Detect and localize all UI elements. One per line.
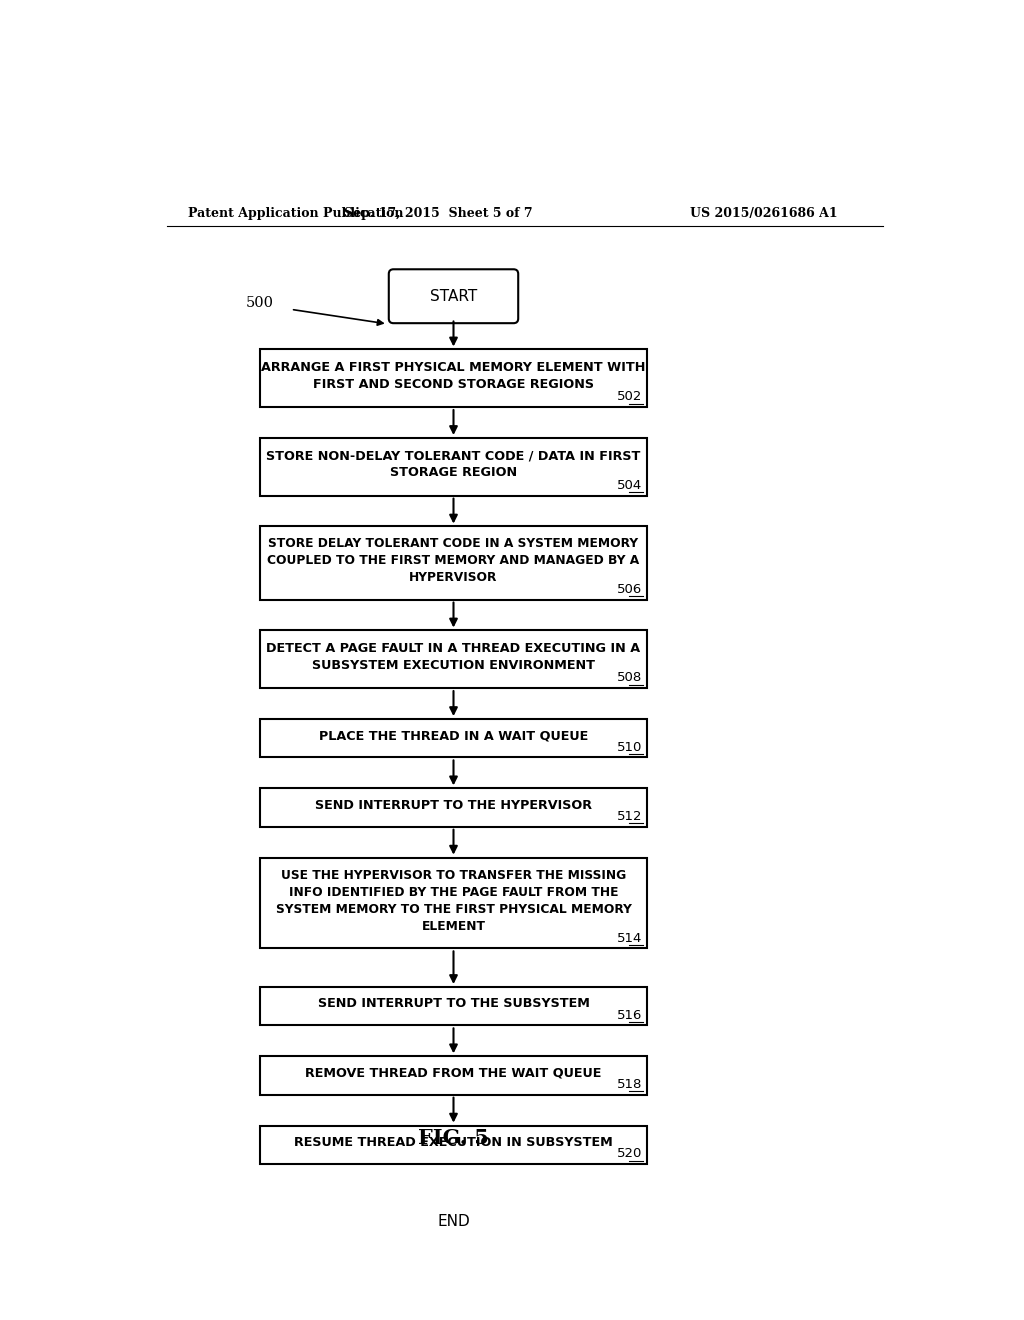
Text: 510: 510 [617, 741, 643, 754]
Bar [260, 350, 647, 407]
Bar [260, 788, 647, 826]
Text: 502: 502 [617, 391, 643, 404]
Bar [260, 527, 647, 599]
Text: STORE NON-DELAY TOLERANT CODE / DATA IN FIRST
STORAGE REGION: STORE NON-DELAY TOLERANT CODE / DATA IN … [266, 450, 641, 479]
Text: Sep. 17, 2015  Sheet 5 of 7: Sep. 17, 2015 Sheet 5 of 7 [344, 207, 532, 220]
Text: REMOVE THREAD FROM THE WAIT QUEUE: REMOVE THREAD FROM THE WAIT QUEUE [305, 1067, 602, 1080]
Text: DETECT A PAGE FAULT IN A THREAD EXECUTING IN A
SUBSYSTEM EXECUTION ENVIRONMENT: DETECT A PAGE FAULT IN A THREAD EXECUTIN… [266, 642, 641, 672]
Text: 508: 508 [617, 672, 643, 684]
Text: 500: 500 [246, 296, 273, 310]
Bar [260, 438, 647, 496]
FancyBboxPatch shape [389, 269, 518, 323]
Text: FIG. 5: FIG. 5 [418, 1127, 488, 1148]
Text: RESUME THREAD EXECUTION IN SUBSYSTEM: RESUME THREAD EXECUTION IN SUBSYSTEM [294, 1137, 613, 1148]
Bar [260, 858, 647, 949]
Bar [260, 631, 647, 688]
Text: 516: 516 [617, 1008, 643, 1022]
Text: STORE DELAY TOLERANT CODE IN A SYSTEM MEMORY
COUPLED TO THE FIRST MEMORY AND MAN: STORE DELAY TOLERANT CODE IN A SYSTEM ME… [267, 537, 640, 585]
Text: START: START [430, 289, 477, 304]
Bar [260, 1126, 647, 1164]
Text: 514: 514 [617, 932, 643, 945]
Text: ARRANGE A FIRST PHYSICAL MEMORY ELEMENT WITH
FIRST AND SECOND STORAGE REGIONS: ARRANGE A FIRST PHYSICAL MEMORY ELEMENT … [261, 360, 646, 391]
Text: 506: 506 [617, 582, 643, 595]
Bar [260, 719, 647, 758]
Text: SEND INTERRUPT TO THE HYPERVISOR: SEND INTERRUPT TO THE HYPERVISOR [315, 799, 592, 812]
Bar [260, 1056, 647, 1094]
FancyBboxPatch shape [389, 1195, 518, 1249]
Text: END: END [437, 1214, 470, 1229]
Text: US 2015/0261686 A1: US 2015/0261686 A1 [690, 207, 838, 220]
Text: USE THE HYPERVISOR TO TRANSFER THE MISSING
INFO IDENTIFIED BY THE PAGE FAULT FRO: USE THE HYPERVISOR TO TRANSFER THE MISSI… [275, 869, 632, 933]
Text: 520: 520 [617, 1147, 643, 1160]
Text: 504: 504 [617, 479, 643, 492]
Text: 518: 518 [617, 1078, 643, 1090]
Text: 512: 512 [617, 810, 643, 822]
Bar [260, 987, 647, 1026]
Text: PLACE THE THREAD IN A WAIT QUEUE: PLACE THE THREAD IN A WAIT QUEUE [318, 730, 588, 742]
Text: SEND INTERRUPT TO THE SUBSYSTEM: SEND INTERRUPT TO THE SUBSYSTEM [317, 998, 590, 1010]
Text: Patent Application Publication: Patent Application Publication [188, 207, 403, 220]
